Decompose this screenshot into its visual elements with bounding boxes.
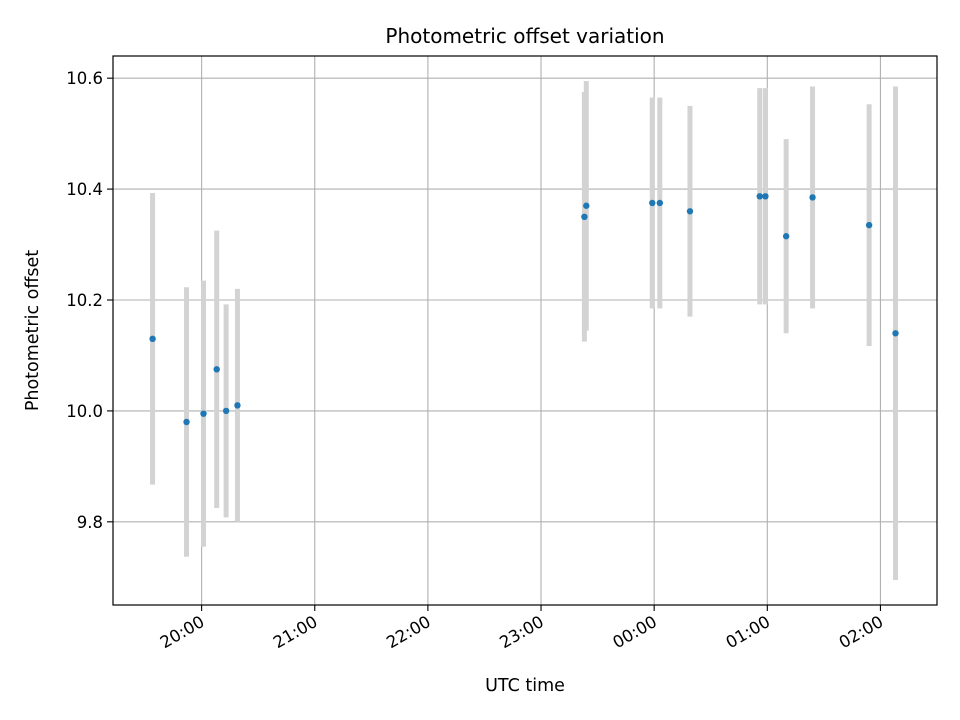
- x-axis-label: UTC time: [485, 676, 565, 696]
- data-point: [222, 407, 230, 415]
- data-point: [649, 199, 656, 207]
- data-point: [200, 410, 207, 417]
- data-point: [656, 199, 664, 207]
- data-point: [809, 194, 816, 201]
- chart-title: Photometric offset variation: [385, 24, 664, 48]
- data-point: [213, 366, 220, 373]
- y-tick-label: 10.6: [66, 69, 103, 88]
- data-point: [234, 402, 241, 409]
- data-point: [782, 233, 790, 240]
- y-axis: 9.8 10.0 10.2 10.4 10.6: [66, 69, 113, 532]
- data-point: [149, 335, 156, 343]
- data-point: [183, 418, 190, 426]
- data-point: [686, 208, 694, 215]
- data-point: [756, 193, 763, 200]
- plot-frame: [112, 55, 938, 606]
- y-tick-label: 10.4: [66, 180, 103, 199]
- y-axis-label: Photometric offset: [23, 250, 43, 411]
- y-tick-label: 9.8: [77, 513, 103, 532]
- data-point: [583, 202, 590, 209]
- data-point: [581, 213, 588, 221]
- y-tick-label: 10.0: [66, 402, 103, 421]
- data-point: [762, 193, 769, 200]
- y-tick-label: 10.2: [66, 291, 103, 310]
- data-point: [892, 330, 899, 337]
- data-point: [865, 221, 873, 229]
- data-points: [149, 193, 899, 426]
